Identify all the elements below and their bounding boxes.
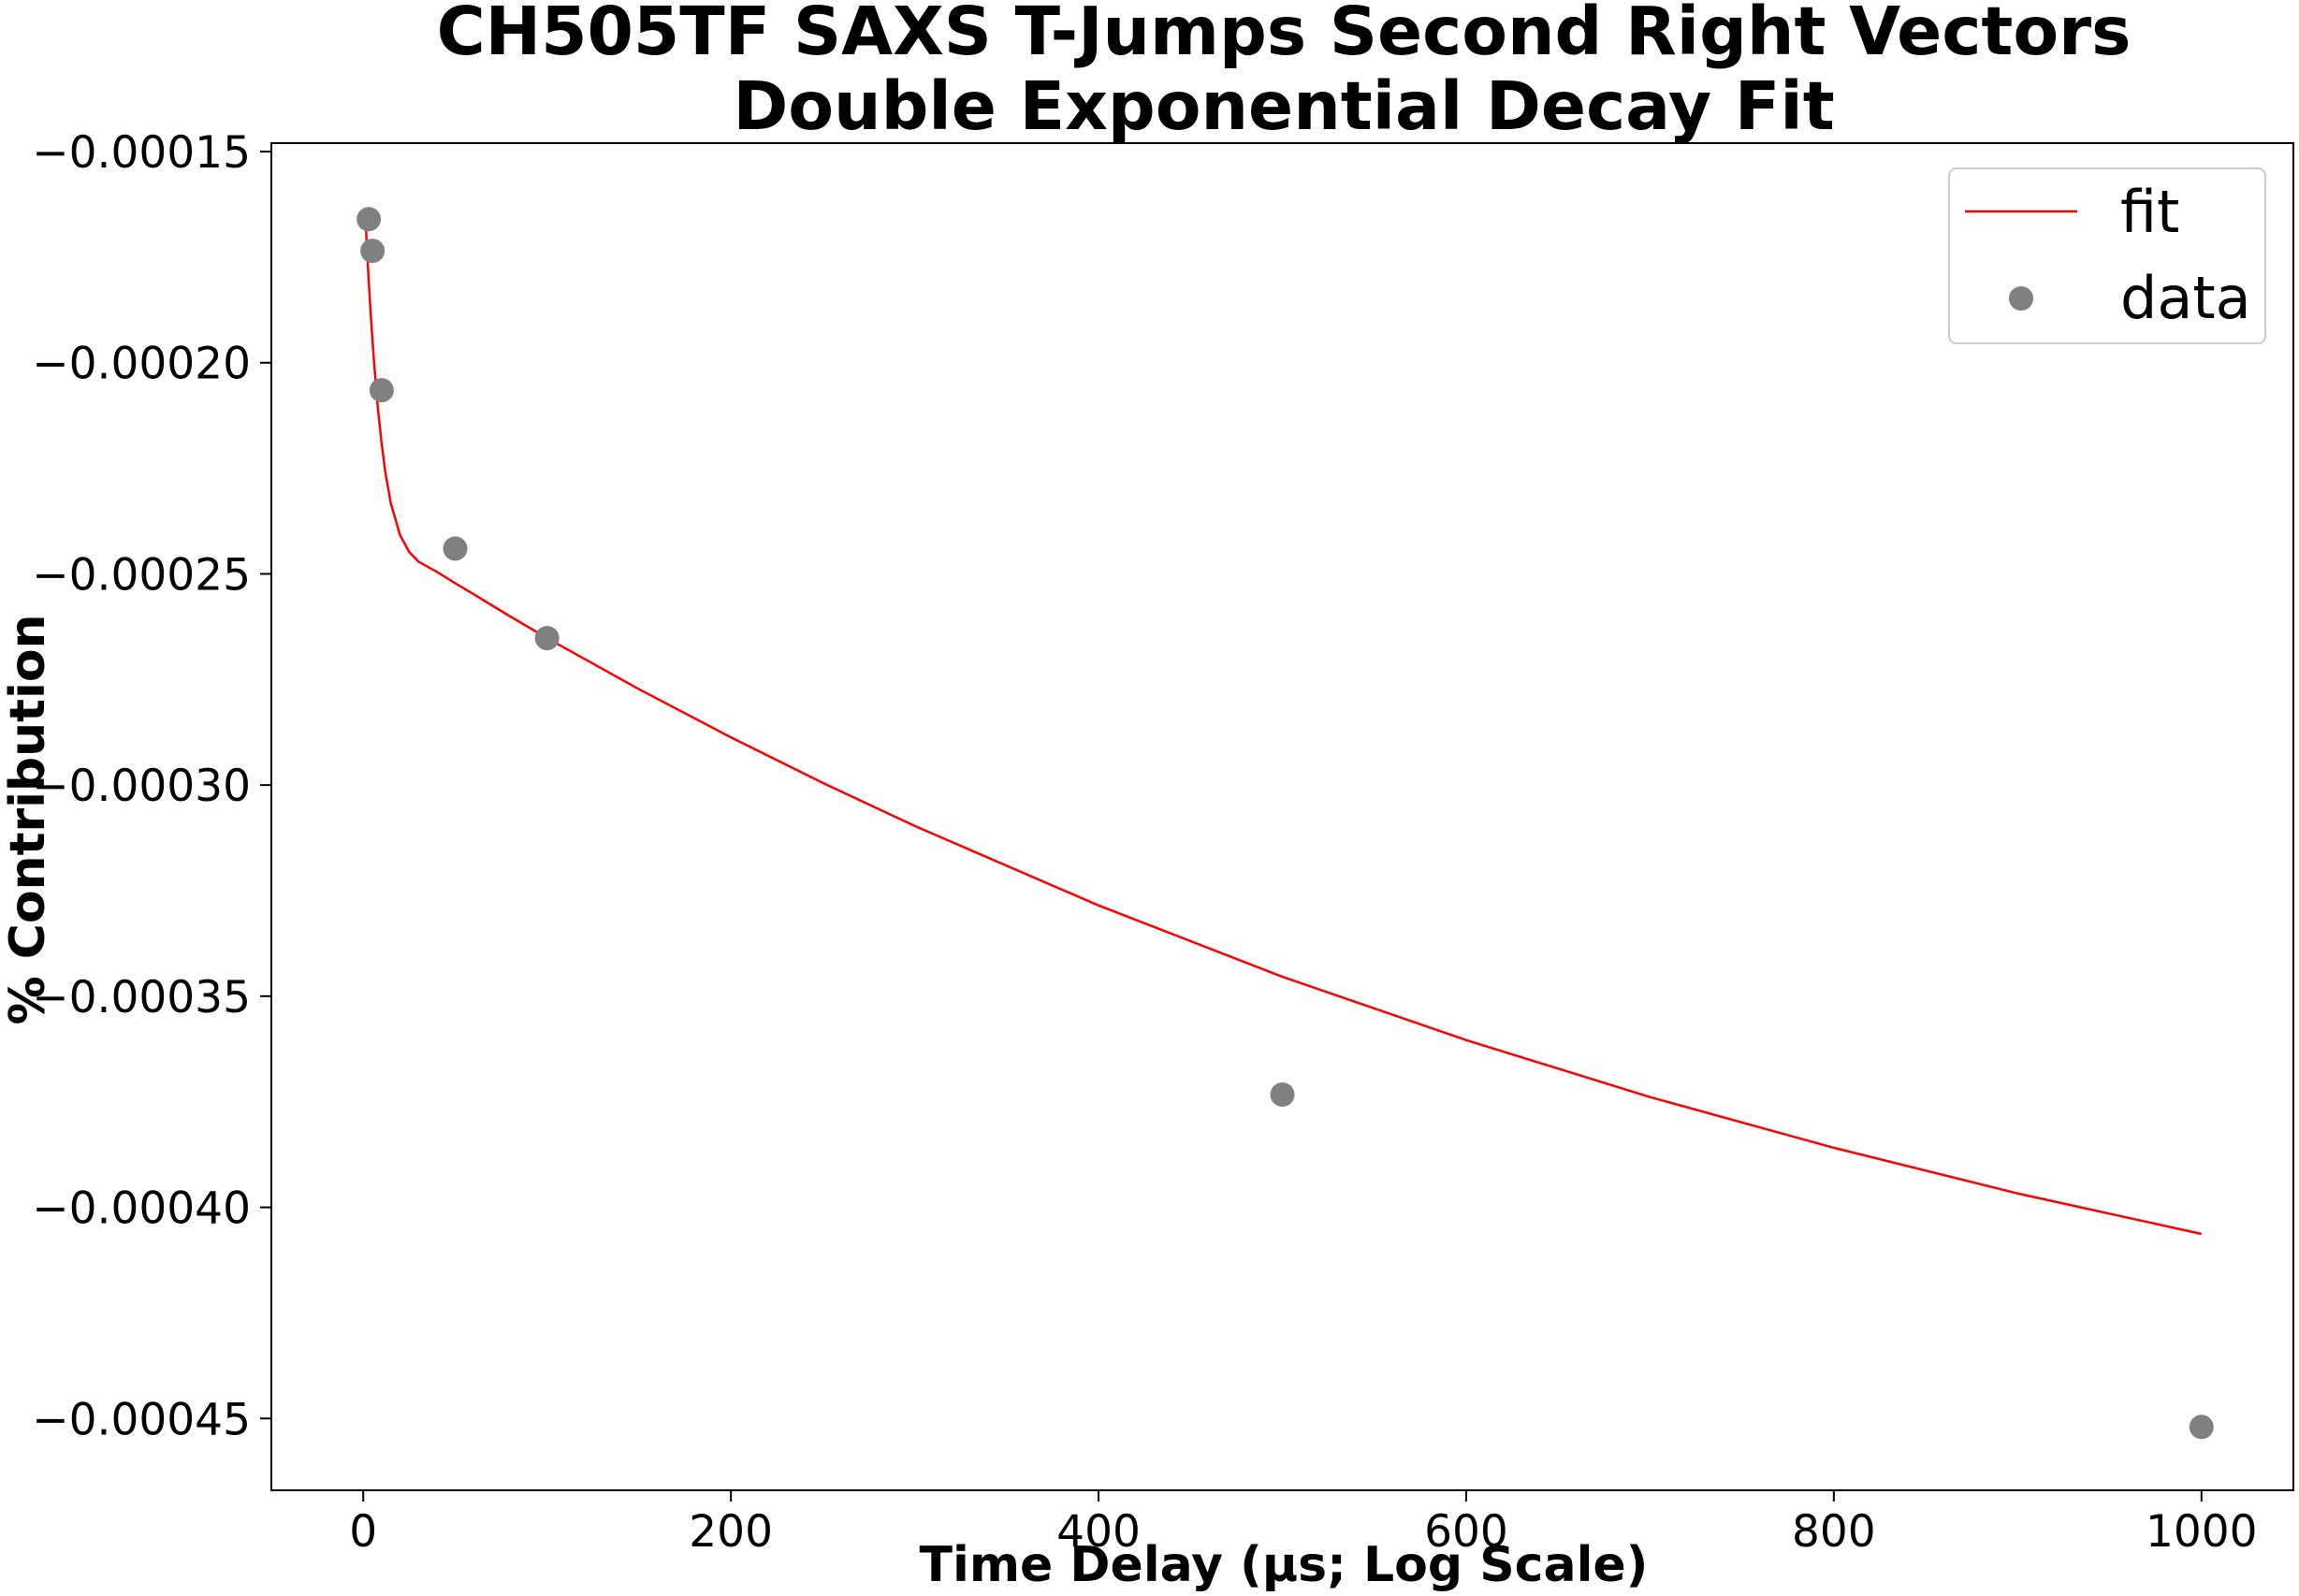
data-point bbox=[356, 207, 382, 232]
x-axis: 0 200 400 600 800 1000 bbox=[349, 1490, 2258, 1558]
legend: fit data bbox=[1948, 167, 2266, 344]
y-tick-label: −0.00040 bbox=[32, 1183, 251, 1235]
x-axis-label: Time Delay (μs; Log Scale) bbox=[920, 1537, 1649, 1593]
y-tick-label: −0.00030 bbox=[32, 761, 251, 812]
data-point bbox=[443, 536, 468, 561]
x-tick-label: 1000 bbox=[2146, 1506, 2258, 1558]
chart-title-line-2: Double Exponential Decay Fit bbox=[733, 67, 1834, 145]
plot-area bbox=[356, 207, 2214, 1440]
x-tick-label: 200 bbox=[689, 1506, 773, 1558]
y-tick-label: −0.00035 bbox=[32, 972, 251, 1023]
x-tick-label: 0 bbox=[349, 1506, 377, 1558]
data-point bbox=[360, 239, 386, 264]
chart-title-line-1: CH505TF SAXS T-Jumps Second Right Vector… bbox=[437, 0, 2132, 70]
fit-line bbox=[363, 210, 2203, 1236]
y-tick-label: −0.00015 bbox=[32, 127, 251, 179]
data-point bbox=[369, 378, 394, 403]
data-point bbox=[1270, 1082, 1295, 1107]
legend-data-label: data bbox=[2120, 264, 2251, 332]
axes-frame bbox=[270, 142, 2294, 1491]
x-tick-label: 600 bbox=[1424, 1506, 1508, 1558]
x-tick-label: 400 bbox=[1056, 1506, 1141, 1558]
legend-fit-label: fit bbox=[2120, 178, 2179, 246]
legend-data-swatch bbox=[2009, 286, 2033, 311]
y-tick-label: −0.00020 bbox=[32, 339, 251, 390]
y-tick-label: −0.00045 bbox=[32, 1394, 251, 1445]
data-point bbox=[2189, 1415, 2214, 1440]
y-axis-label: % Contribution bbox=[0, 614, 56, 1024]
y-tick-label: −0.00025 bbox=[32, 549, 251, 601]
data-point bbox=[534, 626, 560, 651]
y-axis: −0.00015 −0.00020 −0.00025 −0.00030 −0.00035… bbox=[32, 127, 271, 1445]
x-tick-label: 800 bbox=[1792, 1506, 1876, 1558]
